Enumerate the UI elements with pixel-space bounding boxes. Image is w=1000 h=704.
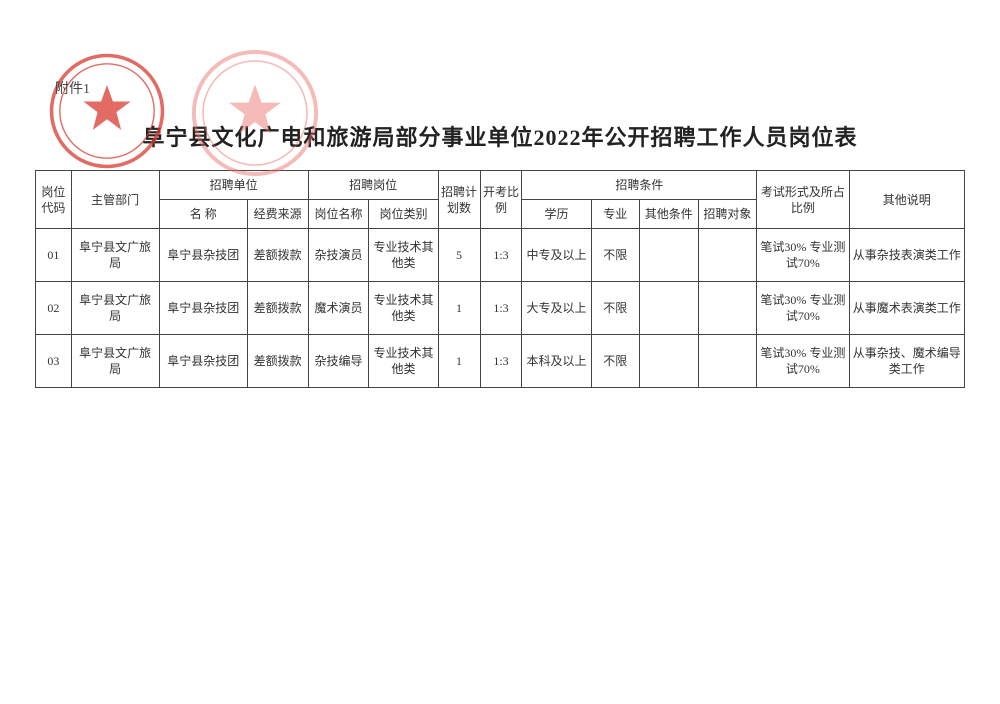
th-code: 岗位代码 (36, 171, 72, 229)
cell-other_cond (639, 229, 698, 282)
cell-exam: 笔试30% 专业测试70% (757, 335, 849, 388)
cell-target (698, 335, 757, 388)
table-row: 01阜宁县文广旅局阜宁县杂技团差额拨款杂技演员专业技术其他类51:3中专及以上不… (36, 229, 965, 282)
attachment-label: 附件1 (55, 78, 90, 98)
cell-major: 不限 (591, 229, 639, 282)
th-post-group: 招聘岗位 (308, 171, 438, 200)
positions-table: 岗位代码 主管部门 招聘单位 招聘岗位 招聘计划数 开考比例 招聘条件 考试形式… (35, 170, 965, 388)
cell-plan: 1 (438, 335, 480, 388)
cell-ratio: 1:3 (480, 229, 522, 282)
cell-post_type: 专业技术其他类 (369, 335, 438, 388)
cell-other_cond (639, 335, 698, 388)
cell-ratio: 1:3 (480, 335, 522, 388)
cell-remark: 从事魔术表演类工作 (849, 282, 964, 335)
official-seal-2 (190, 48, 320, 178)
cell-other_cond (639, 282, 698, 335)
cell-ratio: 1:3 (480, 282, 522, 335)
table-row: 02阜宁县文广旅局阜宁县杂技团差额拨款魔术演员专业技术其他类11:3大专及以上不… (36, 282, 965, 335)
cell-exam: 笔试30% 专业测试70% (757, 229, 849, 282)
th-unit-fund: 经费来源 (247, 200, 308, 229)
th-dept: 主管部门 (71, 171, 159, 229)
cell-post_name: 杂技演员 (308, 229, 369, 282)
cell-unit_name: 阜宁县杂技团 (159, 335, 247, 388)
cell-unit_fund: 差额拨款 (247, 335, 308, 388)
cell-dept: 阜宁县文广旅局 (71, 335, 159, 388)
header-row-1: 岗位代码 主管部门 招聘单位 招聘岗位 招聘计划数 开考比例 招聘条件 考试形式… (36, 171, 965, 200)
cell-post_type: 专业技术其他类 (369, 229, 438, 282)
th-major: 专业 (591, 200, 639, 229)
table-body: 01阜宁县文广旅局阜宁县杂技团差额拨款杂技演员专业技术其他类51:3中专及以上不… (36, 229, 965, 388)
cell-code: 03 (36, 335, 72, 388)
cell-edu: 本科及以上 (522, 335, 591, 388)
cell-plan: 5 (438, 229, 480, 282)
th-post-name: 岗位名称 (308, 200, 369, 229)
cell-post_name: 魔术演员 (308, 282, 369, 335)
cell-unit_name: 阜宁县杂技团 (159, 282, 247, 335)
cell-exam: 笔试30% 专业测试70% (757, 282, 849, 335)
official-seal-1 (48, 52, 166, 170)
th-target: 招聘对象 (698, 200, 757, 229)
cell-plan: 1 (438, 282, 480, 335)
th-remark: 其他说明 (849, 171, 964, 229)
th-plan: 招聘计划数 (438, 171, 480, 229)
th-ratio: 开考比例 (480, 171, 522, 229)
th-edu: 学历 (522, 200, 591, 229)
seal-icon (190, 48, 320, 178)
cell-major: 不限 (591, 282, 639, 335)
page-title: 阜宁县文化广电和旅游局部分事业单位2022年公开招聘工作人员岗位表 (35, 120, 965, 152)
cell-unit_fund: 差额拨款 (247, 229, 308, 282)
th-post-type: 岗位类别 (369, 200, 438, 229)
cell-post_name: 杂技编导 (308, 335, 369, 388)
table-header: 岗位代码 主管部门 招聘单位 招聘岗位 招聘计划数 开考比例 招聘条件 考试形式… (36, 171, 965, 229)
cell-major: 不限 (591, 335, 639, 388)
cell-target (698, 282, 757, 335)
th-exam: 考试形式及所占比例 (757, 171, 849, 229)
cell-code: 02 (36, 282, 72, 335)
cell-dept: 阜宁县文广旅局 (71, 282, 159, 335)
cell-unit_name: 阜宁县杂技团 (159, 229, 247, 282)
cell-unit_fund: 差额拨款 (247, 282, 308, 335)
th-unit-group: 招聘单位 (159, 171, 308, 200)
th-unit-name: 名 称 (159, 200, 247, 229)
cell-edu: 大专及以上 (522, 282, 591, 335)
cell-code: 01 (36, 229, 72, 282)
th-other-cond: 其他条件 (639, 200, 698, 229)
cell-edu: 中专及以上 (522, 229, 591, 282)
cell-target (698, 229, 757, 282)
table-row: 03阜宁县文广旅局阜宁县杂技团差额拨款杂技编导专业技术其他类11:3本科及以上不… (36, 335, 965, 388)
cell-post_type: 专业技术其他类 (369, 282, 438, 335)
cell-dept: 阜宁县文广旅局 (71, 229, 159, 282)
th-cond-group: 招聘条件 (522, 171, 757, 200)
cell-remark: 从事杂技、魔术编导类工作 (849, 335, 964, 388)
seal-icon (48, 52, 166, 170)
cell-remark: 从事杂技表演类工作 (849, 229, 964, 282)
page: 附件1 阜宁县文化广电和旅游局部分事业单位2022年公开招聘工作人员岗位表 岗位… (0, 0, 1000, 704)
